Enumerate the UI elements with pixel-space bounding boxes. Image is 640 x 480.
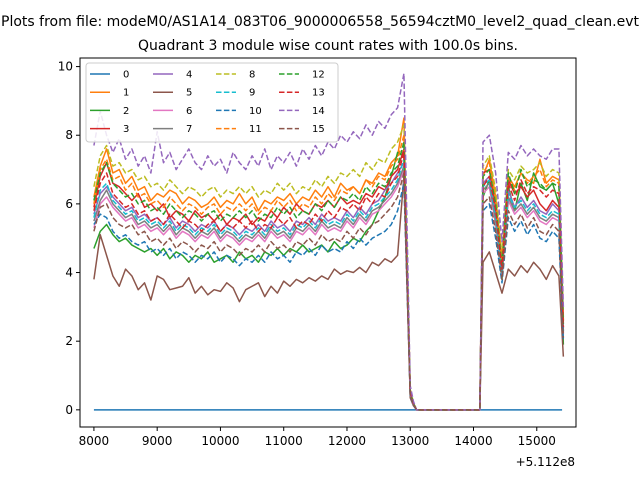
- x-tick-label: 11000: [265, 434, 303, 448]
- series-line-8: [93, 124, 565, 411]
- legend-label-5: 5: [186, 88, 192, 99]
- chart-title: Quadrant 3 module wise count rates with …: [138, 38, 518, 54]
- x-tick-label: 8000: [79, 434, 110, 448]
- y-tick-label: 0: [65, 403, 73, 417]
- legend-label-11: 11: [249, 124, 262, 135]
- legend-label-7: 7: [186, 124, 192, 135]
- x-tick-label: 15000: [518, 434, 556, 448]
- series-line-9: [93, 158, 565, 411]
- x-axis-offset-label: +5.112e8: [516, 455, 575, 469]
- legend-label-14: 14: [312, 106, 325, 117]
- legend-label-15: 15: [312, 124, 325, 135]
- legend-label-8: 8: [249, 70, 255, 81]
- legend-label-12: 12: [312, 70, 325, 81]
- series-line-10: [93, 182, 565, 411]
- x-tick-label: 14000: [454, 434, 492, 448]
- series-line-1: [93, 117, 565, 411]
- y-tick-label: 6: [65, 197, 73, 211]
- legend-label-9: 9: [249, 88, 255, 99]
- series-line-12: [93, 141, 565, 411]
- y-tick-label: 10: [58, 60, 73, 74]
- axes-frame: [79, 57, 577, 428]
- series-line-13: [93, 151, 565, 411]
- figure-suptitle: Plots from file: modeM0/AS1A14_083T06_90…: [1, 14, 639, 30]
- legend-label-6: 6: [186, 106, 192, 117]
- series-group: [93, 72, 565, 411]
- series-line-11: [93, 134, 565, 411]
- series-line-7: [93, 165, 565, 411]
- x-tick-label: 9000: [142, 434, 173, 448]
- series-line-14: [93, 72, 565, 411]
- legend-box: [85, 62, 339, 143]
- legend-label-3: 3: [123, 124, 129, 135]
- y-tick-label: 8: [65, 128, 73, 142]
- legend-label-2: 2: [123, 106, 129, 117]
- legend-label-10: 10: [249, 106, 262, 117]
- series-line-15: [93, 172, 565, 411]
- x-tick-label: 10000: [201, 434, 239, 448]
- x-tick-label: 12000: [328, 434, 366, 448]
- legend-label-0: 0: [123, 70, 129, 81]
- y-tick-label: 2: [65, 334, 73, 348]
- legend-label-4: 4: [186, 70, 192, 81]
- y-tick-label: 4: [65, 266, 73, 280]
- legend-label-13: 13: [312, 88, 325, 99]
- plot-area: 8000 9000 10000 11000 12000 13000 14000 15000 0 2…: [58, 57, 577, 448]
- legend-label-1: 1: [123, 88, 129, 99]
- x-tick-label: 13000: [391, 434, 429, 448]
- series-line-5: [93, 175, 565, 411]
